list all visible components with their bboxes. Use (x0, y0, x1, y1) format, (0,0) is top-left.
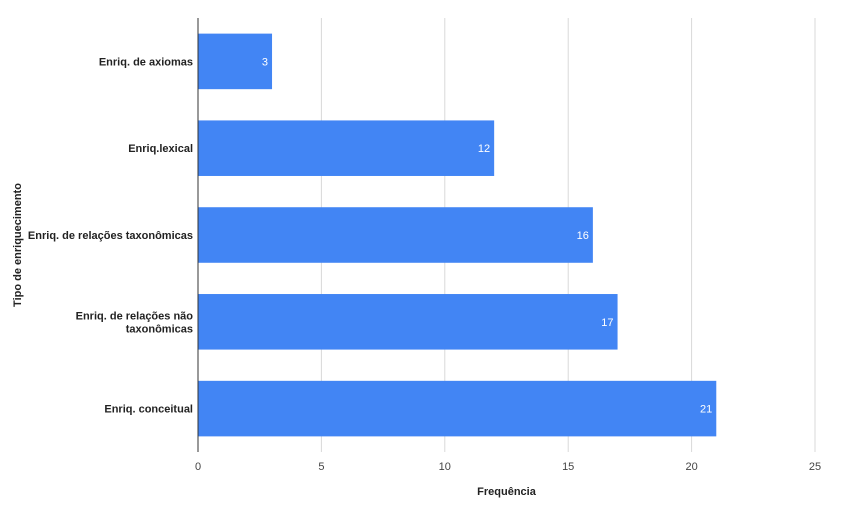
data-label-3: 16 (577, 230, 589, 242)
category-label-line: Enriq. de axiomas (99, 56, 193, 68)
x-tick-label-15: 15 (562, 461, 574, 473)
x-tick-label-25: 25 (809, 461, 821, 473)
data-label-1: 3 (262, 56, 268, 68)
category-label-4: Enriq. de relações não taxonômicas (76, 310, 194, 335)
category-label-5: Enriq. conceitual (104, 404, 193, 416)
bar-1 (198, 33, 273, 90)
category-label-3: Enriq. de relações taxonômicas (28, 230, 193, 242)
category-label-1: Enriq. de axiomas (99, 56, 193, 68)
bar-4 (198, 294, 618, 350)
bars: 3 12 16 17 21 (198, 33, 717, 437)
category-label-line: taxonômicas (126, 323, 193, 335)
bar-3 (198, 207, 593, 263)
category-label-line: Enriq. de relações não (76, 310, 194, 322)
data-label-4: 17 (601, 317, 613, 329)
x-tick-label-10: 10 (439, 461, 451, 473)
x-tick-label-5: 5 (318, 461, 324, 473)
category-label-line: Enriq. de relações taxonômicas (28, 230, 193, 242)
y-axis-title: Tipo de enriquecimento (12, 183, 24, 307)
x-tick-label-0: 0 (195, 461, 201, 473)
bar-2 (198, 120, 495, 176)
bar-5 (198, 380, 717, 437)
category-label-line: Enriq. conceitual (104, 404, 193, 416)
x-tick-labels: 0 5 10 15 20 25 (195, 461, 821, 473)
category-labels: Enriq. de axiomas Enriq.lexical Enriq. de … (28, 56, 193, 415)
data-label-5: 21 (700, 404, 712, 416)
x-tick-label-20: 20 (685, 461, 697, 473)
category-label-line: Enriq.lexical (128, 143, 193, 155)
x-axis-title: Frequência (477, 486, 537, 498)
data-label-2: 12 (478, 143, 490, 155)
category-label-2: Enriq.lexical (128, 143, 193, 155)
